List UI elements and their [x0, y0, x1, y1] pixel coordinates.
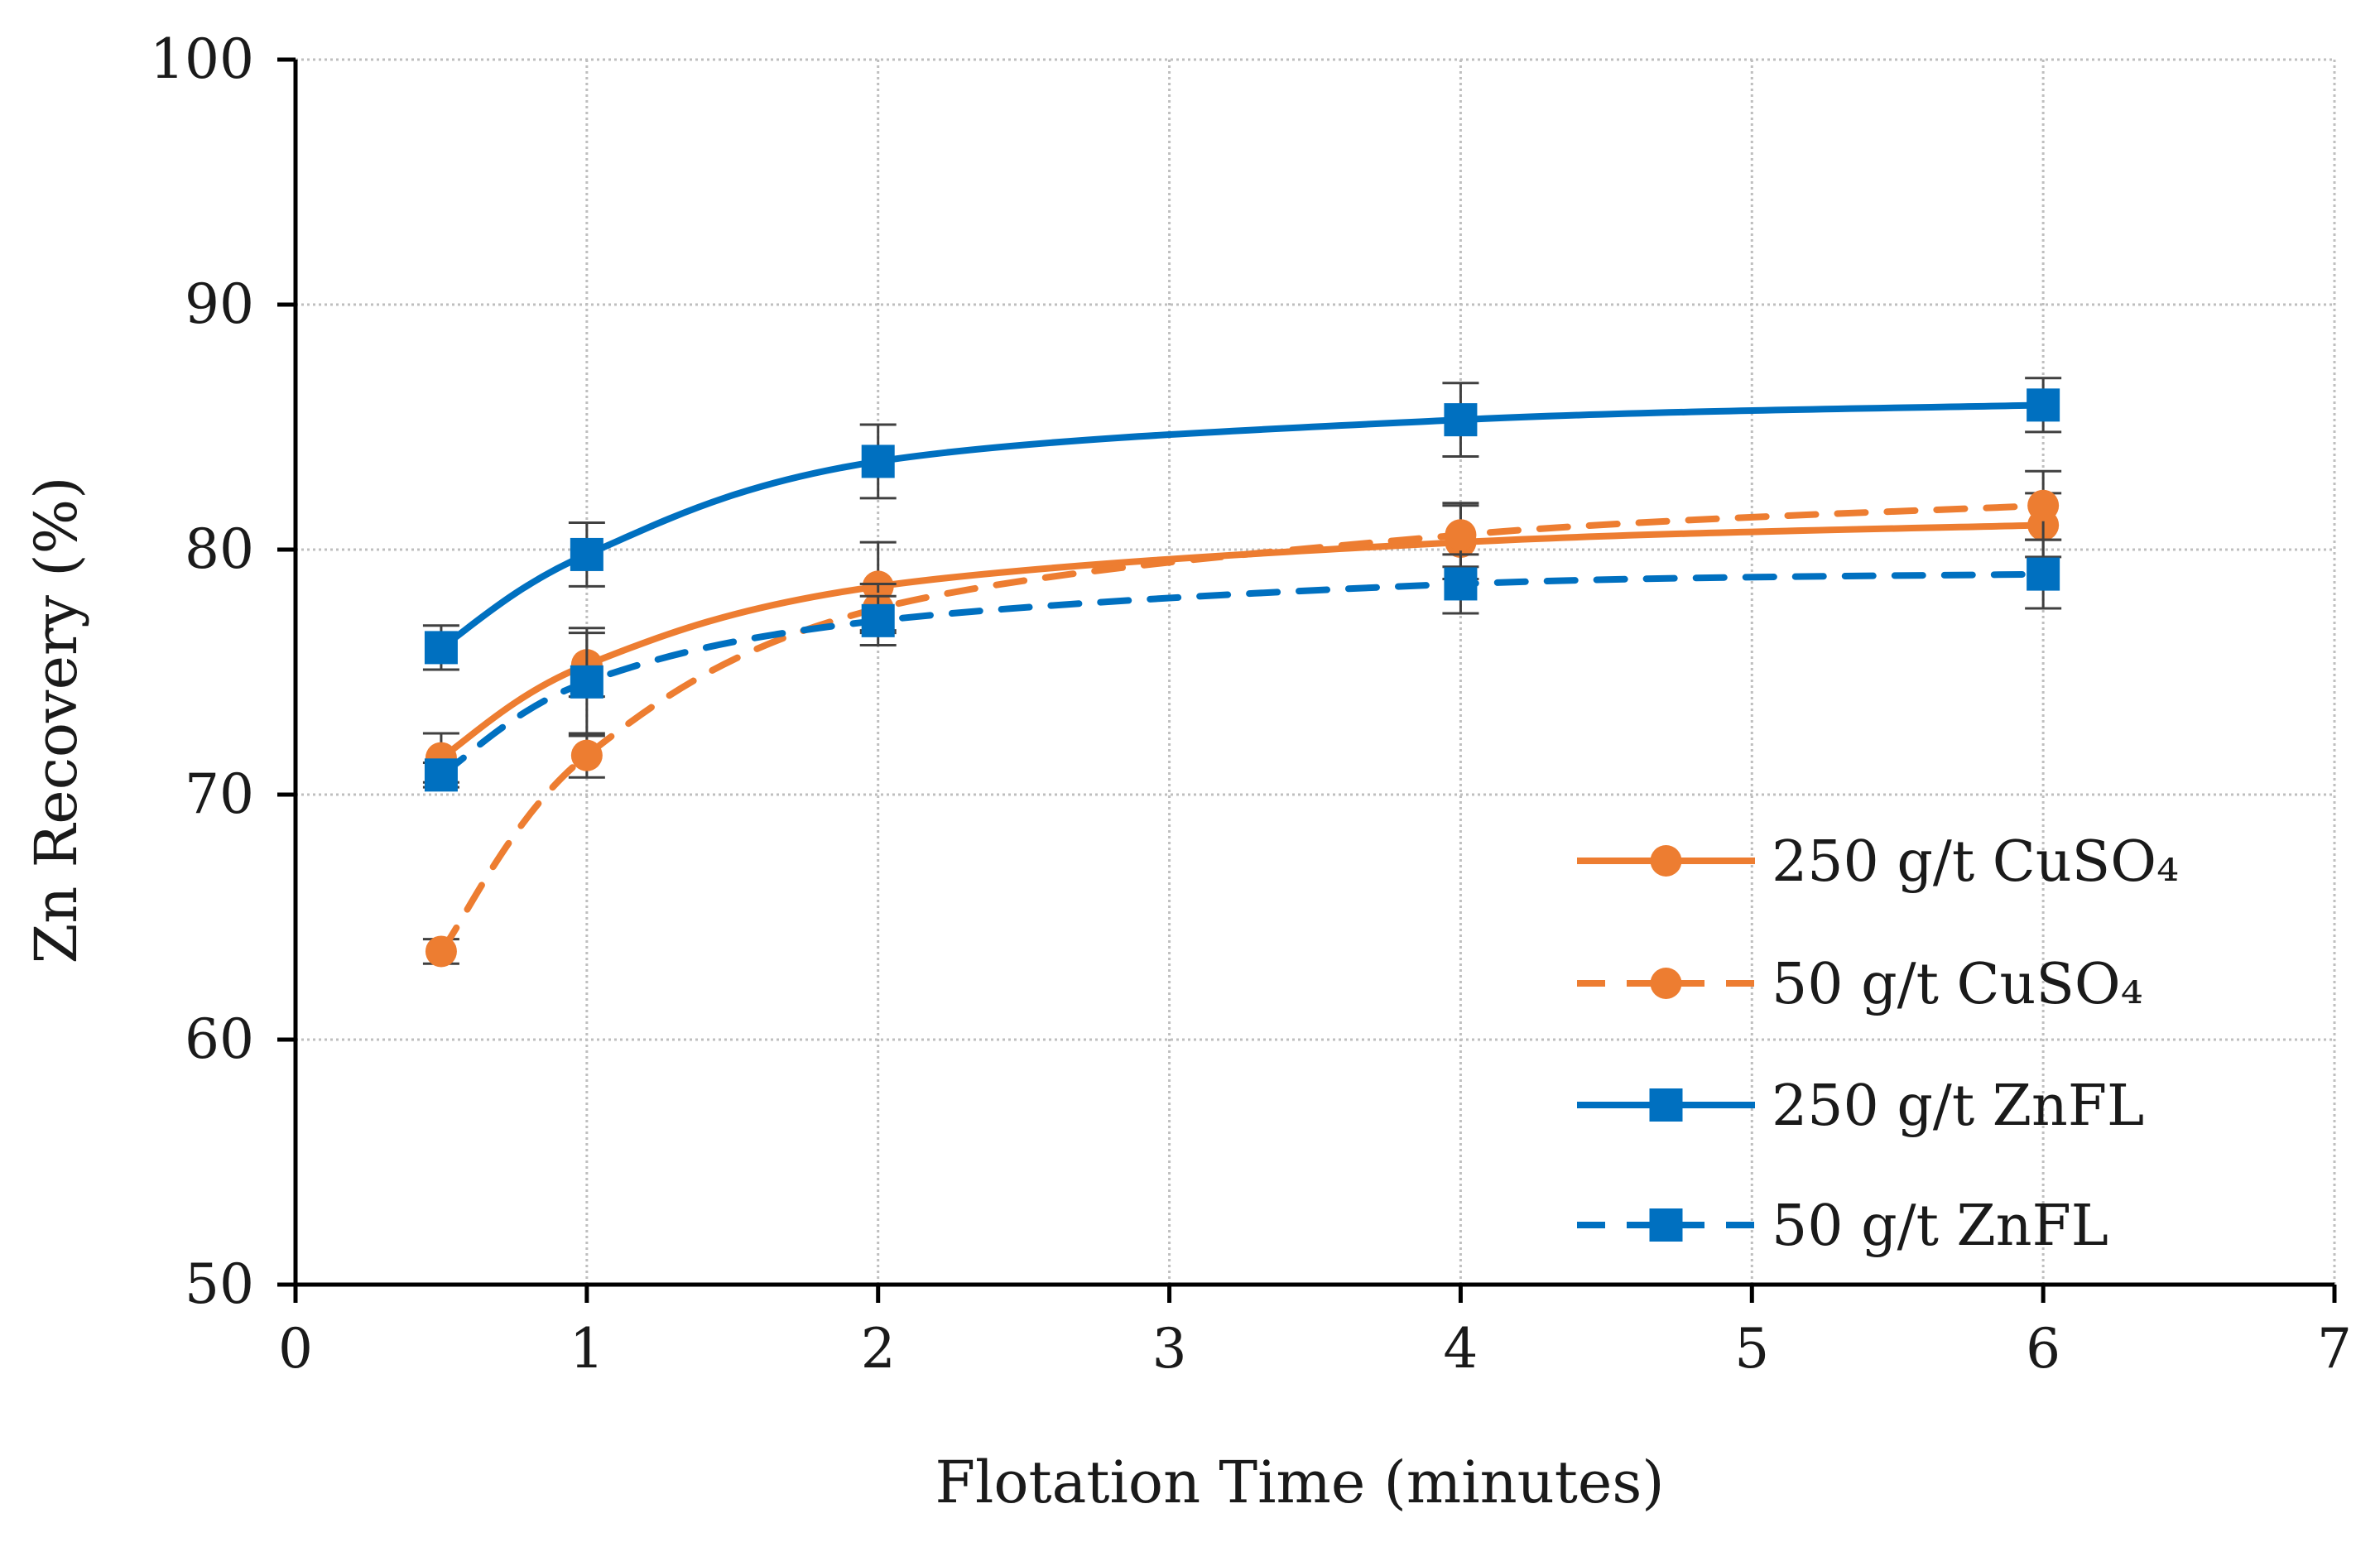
x-tick-label-0: 0: [278, 1317, 313, 1381]
series-1: [422, 469, 2062, 968]
axes: [277, 57, 2337, 1303]
data-series: [422, 377, 2062, 968]
x-tick-label-1: 1: [570, 1317, 604, 1381]
legend-label: 250 g/t CuSO₄: [1772, 829, 2179, 895]
x-axis-title: Flotation Time (minutes): [935, 1449, 1664, 1516]
legend-marker: [1649, 1208, 1683, 1242]
tick-labels: 50 60 70 80 90 100 0 1 2 3 4 5 6 7: [150, 27, 2352, 1381]
series-line: [437, 401, 2047, 651]
y-tick-label-90: 90: [185, 272, 254, 336]
x-tick-label-7: 7: [2317, 1317, 2352, 1381]
x-tick-label-6: 6: [2026, 1317, 2060, 1381]
y-tick-label-70: 70: [185, 762, 254, 826]
legend-marker: [1649, 1088, 1683, 1122]
legend-item-0: 250 g/t CuSO₄: [1577, 829, 2179, 895]
data-point: [425, 935, 457, 968]
series-line: [437, 502, 2047, 955]
data-point: [570, 739, 603, 771]
series-2: [422, 377, 2062, 671]
data-point: [1444, 567, 1478, 601]
y-tick-label-80: 80: [185, 517, 254, 581]
series-3: [422, 538, 2062, 792]
data-point: [1445, 519, 1477, 551]
y-tick-label-100: 100: [150, 27, 254, 91]
data-point: [861, 444, 895, 478]
data-point: [570, 665, 603, 699]
data-point: [570, 537, 603, 571]
x-tick-label-3: 3: [1152, 1317, 1187, 1381]
data-point: [861, 603, 895, 637]
x-tick-label-2: 2: [861, 1317, 896, 1381]
data-point: [424, 758, 458, 792]
legend-item-1: 50 g/t CuSO₄: [1577, 952, 2143, 1017]
legend-label: 250 g/t ZnFL: [1772, 1074, 2144, 1139]
series-line: [437, 521, 2047, 761]
series-line: [437, 570, 2047, 779]
y-tick-label-60: 60: [185, 1007, 254, 1071]
x-tick-label-5: 5: [1734, 1317, 1769, 1381]
y-tick-label-50: 50: [185, 1252, 254, 1316]
y-axis-title: Zn Recovery (%): [22, 477, 90, 964]
series-0: [422, 492, 2062, 784]
gridlines: [296, 58, 2336, 1285]
legend-label: 50 g/t ZnFL: [1772, 1194, 2108, 1259]
legend-marker: [1650, 845, 1682, 877]
data-point: [2027, 388, 2060, 422]
data-point: [2027, 557, 2060, 591]
legend-item-2: 250 g/t ZnFL: [1577, 1074, 2144, 1139]
legend-item-3: 50 g/t ZnFL: [1577, 1194, 2108, 1259]
legend-marker: [1650, 968, 1682, 999]
data-point: [1444, 403, 1478, 437]
legend-label: 50 g/t CuSO₄: [1772, 952, 2143, 1017]
legend: 250 g/t CuSO₄ 50 g/t CuSO₄ 250 g/t ZnFL 50 …: [1577, 829, 2179, 1259]
data-point: [2027, 489, 2060, 521]
data-point: [424, 631, 458, 665]
x-tick-label-4: 4: [1443, 1317, 1478, 1381]
